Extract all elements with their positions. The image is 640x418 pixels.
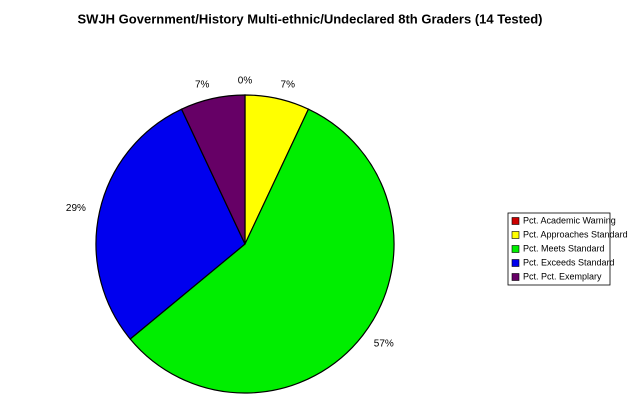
data-label: 57% [374,339,394,350]
legend-label: Pct. Meets Standard [523,243,605,253]
legend-swatch [511,245,520,253]
legend-box [507,212,611,286]
pie-slice [180,94,246,245]
legend-swatch [511,217,520,225]
pie-slice [95,108,246,340]
legend-label: Pct. Approaches Standard [523,229,628,239]
data-label: 7% [195,80,210,91]
data-label: 7% [281,80,296,91]
legend-swatch [511,231,520,239]
pie-slice [129,108,395,394]
data-label: 29% [66,203,86,214]
data-label: 0% [238,76,253,87]
chart-title: SWJH Government/History Multi-ethnic/Und… [78,11,543,26]
legend-swatch [511,259,520,267]
legend-label: Pct. Pct. Exemplary [523,271,602,281]
legend-swatch [511,273,520,281]
legend-label: Pct. Academic Warning [523,215,616,225]
legend-label: Pct. Exceeds Standard [523,257,615,267]
